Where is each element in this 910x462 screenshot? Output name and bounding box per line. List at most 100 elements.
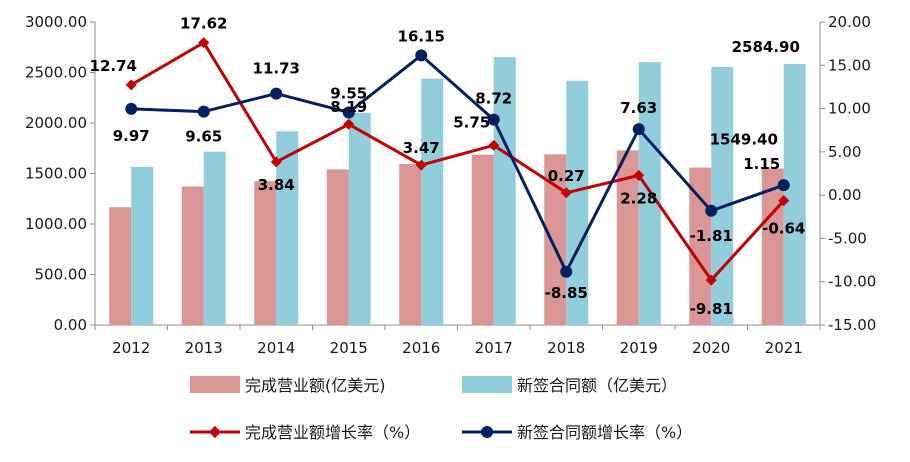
data-label-2-2021: -0.64 <box>762 220 805 238</box>
right-tick-label: 0.00 <box>828 186 861 204</box>
legend-label-0: 完成营业额(亿美元) <box>245 376 386 395</box>
legend-label-1: 新签合同额（亿美元） <box>517 376 677 395</box>
marker-diamond-2017 <box>488 139 500 151</box>
marker-circle-2021 <box>777 179 790 192</box>
legend-marker-circle <box>481 426 493 438</box>
marker-diamond-2012 <box>125 79 137 91</box>
data-label-2-2017: 5.75 <box>453 113 490 131</box>
marker-diamond-2014 <box>270 156 282 168</box>
data-label-3-2020: -1.81 <box>690 227 733 245</box>
right-tick-label: -15.00 <box>828 316 876 334</box>
bar-0-2014 <box>254 181 277 325</box>
right-tick-label: 20.00 <box>828 13 871 31</box>
bars-layer <box>109 57 806 326</box>
bar-0-2015 <box>326 169 349 325</box>
bar-1-2015 <box>348 112 371 325</box>
right-tick-label: 5.00 <box>828 143 861 161</box>
data-label-2-2013: 17.62 <box>180 15 227 33</box>
right-tick-label: -5.00 <box>828 229 867 247</box>
x-tick-label: 2013 <box>185 339 223 357</box>
line-series-2 <box>130 41 785 282</box>
marker-circle-2018 <box>560 265 573 278</box>
marker-circle-2012 <box>125 102 138 115</box>
marker-circle-2017 <box>487 113 500 126</box>
bar-1-2016 <box>421 78 444 325</box>
data-label-3-2018: -8.85 <box>545 284 588 302</box>
right-tick-label: 10.00 <box>828 100 871 118</box>
x-tick-label: 2017 <box>475 339 513 357</box>
bar-1-2012 <box>131 166 154 325</box>
data-label-2-2012: 12.74 <box>90 57 137 75</box>
data-label-3-2016: 16.15 <box>398 27 445 45</box>
data-labels-layer: 12.74 17.62 3.84 8.19 3.47 5.75 0.27 2.28 -9.81 -… <box>90 15 806 318</box>
marker-circle-2016 <box>415 49 428 62</box>
data-label-3-2012: 9.97 <box>113 127 150 145</box>
lines-layer <box>125 37 790 286</box>
x-tick-label: 2012 <box>112 339 150 357</box>
bar-0-2012 <box>109 207 132 325</box>
bar-1-2014 <box>276 131 299 325</box>
left-tick-label: 0.00 <box>54 316 87 334</box>
marker-diamond-2013 <box>198 37 210 49</box>
left-tick-label: 500.00 <box>35 266 88 284</box>
data-label-2-2018: 0.27 <box>548 167 585 185</box>
right-tick-label: -10.00 <box>828 273 876 291</box>
data-label-2-2019: 2.28 <box>620 189 657 207</box>
marker-circle-2013 <box>197 105 210 118</box>
bar-1-2021 <box>783 63 806 325</box>
legend-marker-diamond <box>209 426 221 438</box>
marker-diamond-2015 <box>343 118 355 130</box>
left-tick-label: 3000.00 <box>25 13 87 31</box>
x-tick-label: 2018 <box>547 339 585 357</box>
legend-label-3: 新签合同额增长率（%） <box>517 423 692 442</box>
data-label-2-2016: 3.47 <box>403 139 440 157</box>
legend-swatch-1 <box>462 376 512 393</box>
legend-label-2: 完成营业额增长率（%） <box>245 423 420 442</box>
legend: 完成营业额(亿美元) 新签合同额（亿美元） 完成营业额增长率（%） 新签合同额增长率（… <box>190 376 692 442</box>
bar-0-2020 <box>689 167 712 325</box>
marker-circle-2015 <box>342 106 355 119</box>
data-label-3-2015: 9.55 <box>330 84 367 102</box>
bar-1-2017 <box>493 57 516 326</box>
axes-layer: 0.00 500.00 1000.00 1500.00 2000.00 2500.00 30… <box>25 13 876 357</box>
marker-diamond-2021 <box>778 195 790 207</box>
x-tick-label: 2014 <box>257 339 295 357</box>
marker-diamond-2019 <box>633 169 645 181</box>
marker-diamond-2016 <box>415 159 427 171</box>
left-tick-label: 2000.00 <box>25 114 87 132</box>
left-tick-label: 1000.00 <box>25 215 87 233</box>
left-tick-label: 1500.00 <box>25 165 87 183</box>
bar-0-2018 <box>544 154 567 325</box>
marker-circle-2014 <box>270 87 283 100</box>
marker-diamond-2018 <box>560 187 572 199</box>
bar-0-2019 <box>616 150 639 325</box>
data-label-2-2015: 8.19 <box>330 98 367 116</box>
data-label-3-2013: 9.65 <box>185 128 222 146</box>
legend-swatch-0 <box>190 376 240 393</box>
data-label-2-2020: -9.81 <box>690 300 733 318</box>
data-label-3-2021: 1.15 <box>743 155 780 173</box>
marker-circle-2020 <box>705 204 718 217</box>
marker-diamond-2020 <box>705 274 717 286</box>
left-tick-label: 2500.00 <box>25 64 87 82</box>
marker-circle-2019 <box>632 123 645 136</box>
bar-0-2016 <box>399 164 422 325</box>
bar-value-label-1: 2584.90 <box>732 38 800 56</box>
bar-value-label-0: 1549.40 <box>710 131 778 149</box>
x-tick-label: 2019 <box>620 339 658 357</box>
x-tick-label: 2016 <box>402 339 440 357</box>
bar-0-2013 <box>181 186 204 325</box>
bar-0-2017 <box>471 154 494 325</box>
bar-1-2020 <box>711 66 734 325</box>
data-label-2-2014: 3.84 <box>258 176 295 194</box>
line-series-3 <box>131 53 785 274</box>
x-tick-label: 2021 <box>765 339 803 357</box>
x-tick-label: 2015 <box>330 339 368 357</box>
right-tick-label: 15.00 <box>828 56 871 74</box>
x-tick-label: 2020 <box>692 339 730 357</box>
data-label-3-2019: 7.63 <box>620 99 657 117</box>
data-label-3-2014: 11.73 <box>253 60 300 78</box>
bar-1-2013 <box>203 151 226 325</box>
